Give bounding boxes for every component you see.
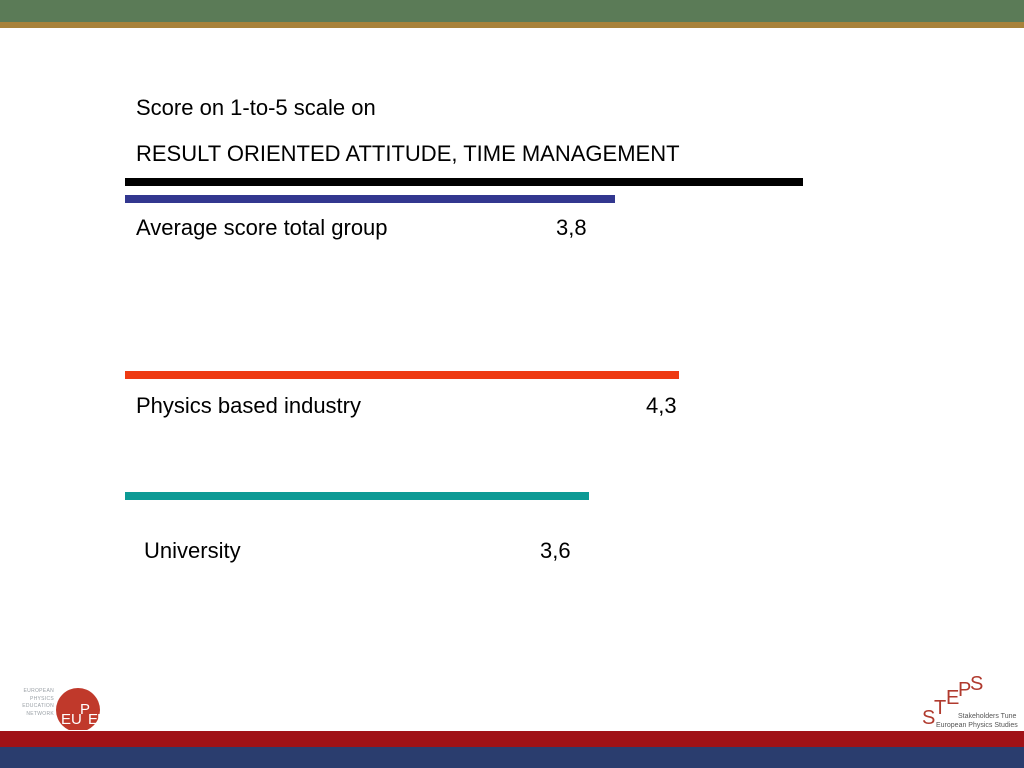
category-label: Average score total group xyxy=(136,215,388,240)
eupen-caption-line: EUROPEAN xyxy=(23,688,54,694)
svg-text:N: N xyxy=(97,711,108,728)
steps-caption-line-2: European Physics Studies xyxy=(936,722,1018,729)
steps-caption-line-1: Stakeholders Tune xyxy=(958,713,1016,720)
eupen-caption-line: EDUCATION xyxy=(22,703,54,709)
svg-text:S: S xyxy=(970,674,983,695)
value-label: 4,3 xyxy=(646,393,677,418)
category-label: Physics based industry xyxy=(136,393,361,418)
svg-text:S: S xyxy=(922,707,935,729)
chart-title-line-1: Score on 1-to-5 scale on xyxy=(136,95,376,120)
top-stripe xyxy=(0,22,1024,28)
bar-0 xyxy=(125,195,615,203)
bar-1 xyxy=(125,371,679,379)
svg-text:P: P xyxy=(958,679,971,701)
steps-logo: S T E P S Stakeholders Tune European Phy… xyxy=(918,673,1018,734)
bottom-red-band xyxy=(0,731,1024,747)
category-label: University xyxy=(144,538,241,563)
eupen-caption-line: PHYSICS xyxy=(29,695,54,702)
value-label: 3,8 xyxy=(556,215,587,240)
eupen-logo-lettering: E xyxy=(61,711,71,728)
steps-logo-icon: S T E P S Stakeholders Tune European Phy… xyxy=(922,673,1018,729)
value-label: 3,6 xyxy=(540,538,571,563)
top-band xyxy=(0,0,1024,22)
chart-title-line-2: RESULT ORIENTED ATTITUDE, TIME MANAGEMEN… xyxy=(136,141,680,166)
eupen-logo: EUROPEAN PHYSICS EDUCATION NETWORK E U P E … xyxy=(14,684,114,730)
svg-text:P: P xyxy=(80,701,90,718)
svg-text:E: E xyxy=(88,711,98,728)
eupen-caption: EUROPEAN PHYSICS EDUCATION NETWORK xyxy=(14,688,54,718)
svg-text:T: T xyxy=(934,697,946,719)
bottom-blue-band xyxy=(0,747,1024,768)
eupen-caption-line: NETWORK xyxy=(26,710,54,717)
bar-2 xyxy=(125,492,589,500)
title-rule xyxy=(125,178,803,186)
svg-text:E: E xyxy=(946,687,959,709)
eupen-logo-icon: E U P E N xyxy=(56,688,108,730)
svg-text:U: U xyxy=(71,711,82,728)
